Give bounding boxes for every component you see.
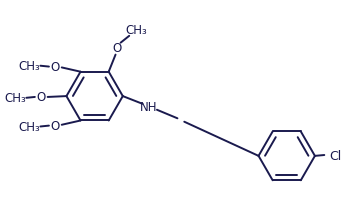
Text: O: O [50, 119, 59, 132]
Text: CH₃: CH₃ [4, 92, 26, 105]
Text: CH₃: CH₃ [125, 23, 147, 36]
Text: Cl: Cl [329, 149, 342, 162]
Text: CH₃: CH₃ [18, 60, 40, 73]
Text: O: O [50, 61, 59, 74]
Text: O: O [36, 91, 45, 104]
Text: NH: NH [140, 100, 157, 113]
Text: O: O [113, 42, 122, 55]
Text: CH₃: CH₃ [18, 120, 40, 133]
